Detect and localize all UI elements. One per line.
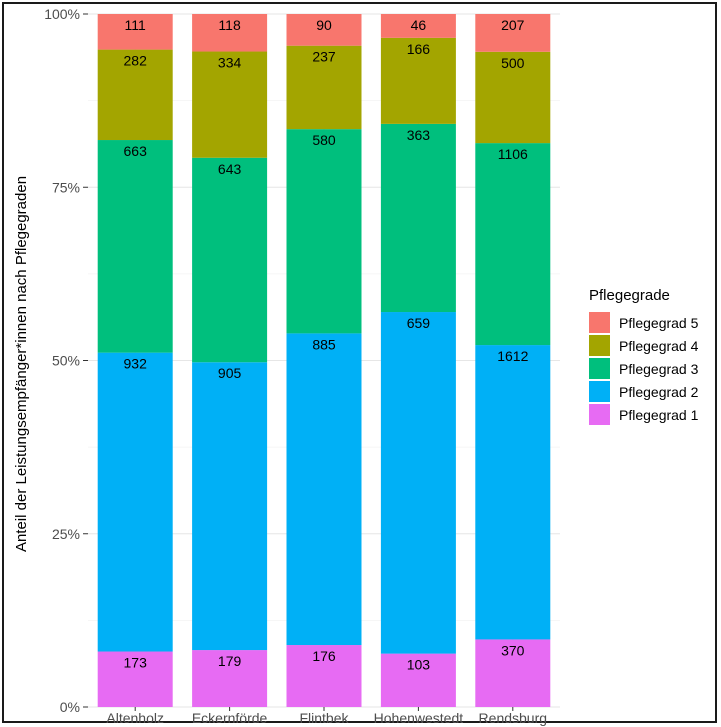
legend: Pflegegrade Pflegegrad 5 Pflegegrad 4 Pfle… xyxy=(589,287,699,425)
y-tick-label: 75% xyxy=(52,179,80,195)
data-label: 176 xyxy=(312,648,336,664)
bar-segment xyxy=(380,653,456,707)
y-axis-title: Anteil der Leistungsempfänger*innen nach… xyxy=(13,176,30,552)
bar-segment xyxy=(286,333,362,646)
data-label: 885 xyxy=(312,336,336,352)
y-tick-label: 0% xyxy=(60,699,80,715)
legend-swatch xyxy=(589,404,610,425)
legend-label: Pflegegrad 1 xyxy=(619,407,699,423)
bar-segment xyxy=(97,49,173,141)
bar-segment xyxy=(192,362,268,651)
bar-segment xyxy=(380,37,456,124)
legend-label: Pflegegrad 3 xyxy=(619,361,699,377)
legend-label: Pflegegrad 4 xyxy=(619,338,699,354)
bar-segment xyxy=(475,143,551,346)
bar-segment xyxy=(475,51,551,144)
legend-title: Pflegegrade xyxy=(589,287,670,304)
data-label: 90 xyxy=(316,17,332,33)
data-label: 363 xyxy=(407,127,431,143)
data-label: 237 xyxy=(312,49,336,65)
legend-label: Pflegegrad 2 xyxy=(619,384,699,400)
bar-segment xyxy=(475,639,551,707)
data-label: 166 xyxy=(407,41,431,57)
bar-segment xyxy=(286,645,362,707)
bar-segment xyxy=(380,312,456,654)
data-label: 905 xyxy=(218,365,242,381)
data-label: 173 xyxy=(124,655,148,671)
data-label: 118 xyxy=(218,17,241,33)
bar-segment xyxy=(97,651,173,707)
data-label: 932 xyxy=(124,356,148,372)
bar-segment xyxy=(286,14,362,46)
legend-swatch xyxy=(589,358,610,379)
data-label: 179 xyxy=(218,653,242,669)
data-label: 207 xyxy=(501,17,525,33)
x-tick-label: Flintbek xyxy=(299,710,349,726)
legend-swatch xyxy=(589,381,610,402)
bar-segment xyxy=(380,123,456,313)
data-label: 1106 xyxy=(498,146,528,162)
bars xyxy=(97,14,551,707)
data-label: 500 xyxy=(501,55,525,71)
bar-segment xyxy=(380,14,456,38)
x-tick-label: Rendsburg xyxy=(479,710,548,726)
x-tick-label: Hohenwestedt xyxy=(374,710,464,726)
bar-segment xyxy=(192,157,268,363)
bar-segment xyxy=(192,14,268,52)
bar-segment xyxy=(475,14,551,52)
data-label: 370 xyxy=(501,642,525,658)
bar-segment xyxy=(97,14,173,50)
data-label: 282 xyxy=(124,53,148,69)
bar-segment xyxy=(475,345,551,640)
data-label: 1612 xyxy=(497,348,528,364)
legend-label: Pflegegrad 5 xyxy=(619,315,699,331)
data-label: 334 xyxy=(218,55,242,71)
legend-swatch xyxy=(589,312,610,333)
x-tick-label: Eckernförde xyxy=(192,710,268,726)
data-label: 580 xyxy=(312,132,336,148)
data-label: 111 xyxy=(125,17,146,33)
bar-segment xyxy=(97,140,173,353)
bar-segment xyxy=(192,650,268,707)
bar-segment xyxy=(286,129,362,334)
y-tick-label: 100% xyxy=(44,6,80,22)
bar-segment xyxy=(192,51,268,158)
bar-segment xyxy=(286,45,362,130)
y-tick-label: 50% xyxy=(52,353,80,369)
legend-swatch xyxy=(589,335,610,356)
data-label: 643 xyxy=(218,161,242,177)
data-label: 659 xyxy=(407,315,431,331)
bar-segment xyxy=(97,352,173,652)
data-label: 46 xyxy=(411,17,427,33)
x-tick-label: Altenholz xyxy=(106,710,164,726)
data-label: 103 xyxy=(407,657,431,673)
y-axis: 0% 25% 50% 75% 100% xyxy=(44,6,88,715)
x-axis: Altenholz Eckernförde Flintbek Hohenwestedt… xyxy=(106,707,547,726)
data-labels: 173 932 663 282 111 179 905 643 334 118 176 885 580 2… xyxy=(124,17,529,673)
data-label: 663 xyxy=(124,143,148,159)
y-tick-label: 25% xyxy=(52,526,80,542)
